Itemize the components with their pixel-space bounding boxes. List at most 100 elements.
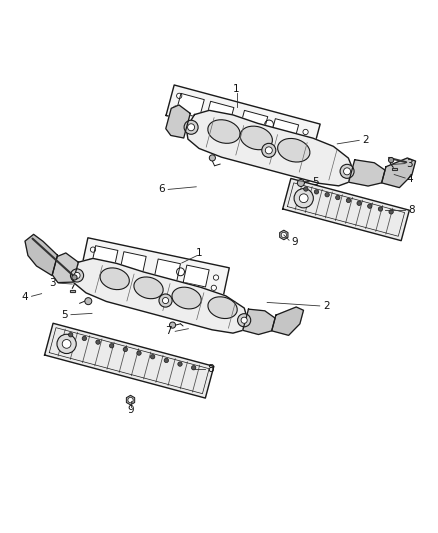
Polygon shape [73, 259, 247, 333]
Circle shape [68, 333, 73, 337]
Circle shape [340, 164, 354, 179]
Polygon shape [186, 110, 353, 186]
Polygon shape [176, 93, 204, 118]
Circle shape [62, 340, 71, 348]
Circle shape [299, 194, 308, 203]
Circle shape [303, 130, 308, 135]
Text: 4: 4 [21, 292, 28, 302]
Circle shape [211, 285, 216, 290]
Polygon shape [349, 160, 385, 186]
Polygon shape [126, 395, 135, 405]
Circle shape [88, 259, 93, 264]
Text: 8: 8 [207, 365, 214, 374]
Circle shape [281, 232, 286, 238]
Circle shape [173, 106, 178, 111]
Bar [392, 168, 397, 170]
Polygon shape [183, 265, 209, 287]
Circle shape [389, 157, 394, 163]
Text: 8: 8 [408, 205, 415, 215]
Circle shape [237, 314, 251, 327]
Polygon shape [240, 110, 268, 135]
Circle shape [159, 294, 172, 307]
Circle shape [123, 347, 127, 352]
Circle shape [151, 354, 155, 359]
Circle shape [297, 180, 304, 187]
Circle shape [346, 198, 351, 203]
Text: 1: 1 [233, 84, 240, 94]
Text: 5: 5 [312, 177, 319, 187]
Polygon shape [25, 235, 57, 276]
Circle shape [72, 275, 77, 280]
Ellipse shape [278, 139, 310, 162]
Ellipse shape [134, 277, 163, 298]
Polygon shape [120, 252, 146, 273]
Circle shape [241, 317, 247, 324]
Ellipse shape [172, 287, 201, 309]
Text: 9: 9 [291, 237, 298, 247]
Circle shape [110, 344, 114, 348]
Polygon shape [272, 307, 304, 335]
Circle shape [162, 297, 169, 304]
Ellipse shape [208, 297, 237, 319]
Circle shape [85, 297, 92, 305]
Text: 1: 1 [196, 248, 203, 259]
Circle shape [325, 192, 329, 197]
Circle shape [213, 275, 219, 280]
Text: 9: 9 [127, 405, 134, 415]
Circle shape [184, 120, 198, 134]
Circle shape [71, 269, 84, 282]
Circle shape [170, 322, 176, 328]
Circle shape [265, 147, 272, 154]
Circle shape [265, 120, 273, 129]
Text: 2: 2 [362, 135, 369, 146]
Circle shape [389, 209, 393, 214]
Polygon shape [243, 309, 275, 335]
Circle shape [177, 268, 184, 276]
Circle shape [96, 340, 100, 344]
Circle shape [357, 201, 361, 205]
Circle shape [57, 334, 76, 353]
Polygon shape [52, 253, 78, 282]
Polygon shape [381, 158, 416, 188]
Circle shape [343, 168, 350, 175]
Circle shape [164, 358, 169, 362]
Polygon shape [82, 238, 229, 297]
Text: 5: 5 [61, 310, 68, 320]
Polygon shape [155, 259, 180, 281]
Circle shape [177, 93, 182, 99]
Circle shape [128, 398, 133, 403]
Bar [70, 290, 75, 292]
Polygon shape [279, 230, 288, 240]
Circle shape [300, 138, 306, 143]
Circle shape [74, 272, 80, 279]
Bar [392, 168, 397, 170]
Text: 4: 4 [406, 174, 413, 184]
Polygon shape [271, 119, 299, 143]
Bar [70, 290, 75, 292]
Circle shape [294, 189, 313, 208]
Circle shape [262, 143, 276, 157]
Circle shape [187, 124, 194, 131]
Circle shape [209, 155, 215, 161]
Polygon shape [283, 179, 410, 241]
Ellipse shape [208, 120, 240, 143]
Circle shape [178, 362, 182, 366]
Circle shape [304, 187, 308, 191]
Text: 3: 3 [406, 159, 413, 168]
Ellipse shape [100, 268, 129, 289]
Circle shape [314, 190, 319, 194]
Circle shape [137, 351, 141, 356]
Circle shape [378, 207, 383, 211]
Circle shape [336, 196, 340, 200]
Circle shape [191, 366, 196, 370]
Ellipse shape [240, 126, 272, 150]
Circle shape [90, 247, 95, 252]
Text: 7: 7 [165, 326, 172, 336]
Polygon shape [45, 324, 214, 398]
Polygon shape [92, 246, 118, 268]
Polygon shape [206, 101, 234, 126]
Text: 2: 2 [323, 301, 330, 311]
Circle shape [367, 204, 372, 208]
Polygon shape [166, 85, 320, 155]
Text: 6: 6 [158, 184, 165, 195]
